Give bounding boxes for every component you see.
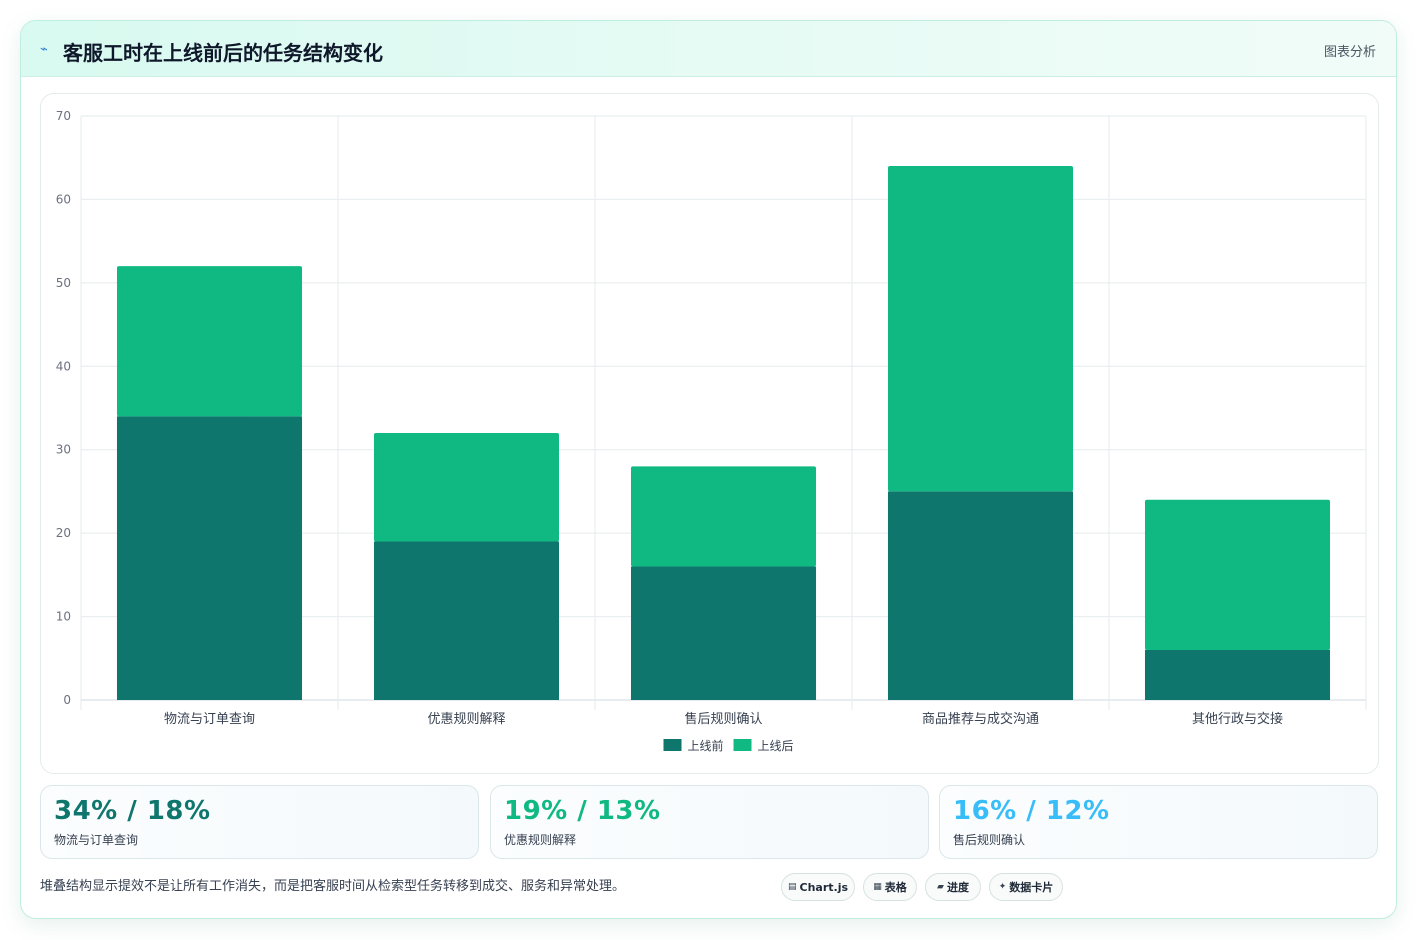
bar-before: [887, 491, 1074, 700]
bar-after: [887, 166, 1074, 492]
bar-after: [373, 433, 560, 542]
table-icon: ▦: [873, 882, 882, 892]
y-tick-label: 50: [56, 276, 71, 290]
y-tick-label: 10: [56, 610, 71, 624]
chip-label: 进度: [946, 881, 969, 894]
x-tick-label: 其他行政与交接: [1192, 711, 1283, 727]
chart-line-icon: ⌁: [40, 41, 48, 56]
bar-after: [1144, 499, 1331, 650]
y-tick-label: 40: [56, 359, 71, 373]
bar-before: [116, 416, 303, 700]
bar-before: [630, 566, 817, 700]
card-header: ⌁ 客服工时在上线前后的任务结构变化 图表分析: [21, 21, 1396, 77]
chip-progress[interactable]: ▰ 进度: [925, 873, 981, 901]
stat-value: 16% / 12%: [953, 796, 1110, 826]
y-tick-label: 0: [63, 693, 71, 707]
progress-icon: ▰: [937, 882, 944, 892]
x-tick-label: 物流与订单查询: [164, 712, 255, 727]
legend-swatch: [663, 739, 682, 751]
header-tag: 图表分析: [1323, 45, 1376, 60]
bar-before: [1144, 649, 1331, 700]
page-title: 客服工时在上线前后的任务结构变化: [63, 41, 383, 65]
stat-value: 34% / 18%: [54, 796, 211, 826]
chip-label: 数据卡片: [1009, 881, 1054, 894]
chip-data-card[interactable]: ✦ 数据卡片: [989, 873, 1063, 901]
y-tick-label: 70: [56, 109, 71, 123]
bar-after: [630, 466, 817, 567]
chart-icon: ▤: [787, 882, 797, 892]
chart-panel: 0 10 20 30 40 50 60 70 物流与订单查询 优惠规则解释 售后规则确认 商品推荐与成…: [40, 93, 1379, 774]
legend-swatch: [733, 739, 752, 751]
stat-value: 19% / 13%: [504, 796, 661, 826]
legend-label: 上线前: [688, 738, 724, 753]
x-tick-label: 商品推荐与成交沟通: [922, 711, 1039, 727]
chart-note: 堆叠结构显示提效不是让所有工作消失，而是把客服时间从检索型任务转移到成交、服务和…: [40, 879, 626, 894]
chip-table[interactable]: ▦ 表格: [863, 873, 917, 901]
bar-after: [116, 266, 303, 417]
sparkle-icon: ✦: [998, 882, 1007, 892]
x-tick-label: 售后规则确认: [684, 711, 762, 727]
stat-card-aftersales: 16% / 12% 售后规则确认: [939, 785, 1378, 859]
y-tick-label: 60: [56, 192, 71, 206]
legend-label: 上线后: [758, 739, 794, 753]
stat-label: 优惠规则解释: [504, 833, 577, 847]
chart-card: ⌁ 客服工时在上线前后的任务结构变化 图表分析 0 10 20 30 40 50 60 70 物…: [20, 20, 1397, 919]
y-tick-label: 30: [56, 443, 71, 457]
chip-label: 表格: [884, 881, 907, 894]
stat-card-logistics: 34% / 18% 物流与订单查询: [40, 785, 479, 859]
stat-card-discount: 19% / 13% 优惠规则解释: [490, 785, 929, 859]
bar-before: [373, 541, 560, 700]
stacked-bar-chart: 0 10 20 30 40 50 60 70 物流与订单查询 优惠规则解释 售后规则确认 商品推荐与成…: [56, 109, 1367, 753]
stat-label: 物流与订单查询: [54, 833, 139, 847]
stat-label: 售后规则确认: [953, 833, 1026, 847]
x-tick-label: 优惠规则解释: [427, 712, 505, 727]
y-tick-label: 20: [56, 526, 71, 540]
chip-chartjs[interactable]: ▤ Chart.js: [781, 873, 855, 901]
chip-label: Chart.js: [799, 880, 849, 894]
